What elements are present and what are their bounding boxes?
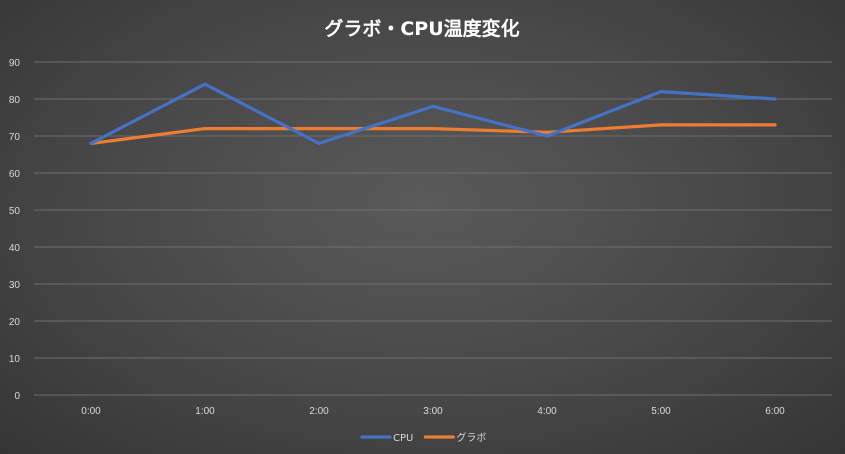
y-tick-label: 30 xyxy=(9,280,21,291)
x-tick-label: 2:00 xyxy=(309,406,329,417)
y-tick-label: 60 xyxy=(9,169,21,180)
series-line xyxy=(89,82,777,145)
y-tick-label: 90 xyxy=(9,58,21,69)
y-tick-label: 10 xyxy=(9,354,21,365)
y-tick-label: 50 xyxy=(9,206,21,217)
data-point xyxy=(317,141,321,145)
legend-label: CPU xyxy=(393,433,413,444)
data-point xyxy=(317,127,321,131)
data-point xyxy=(659,90,663,94)
x-tick-label: 5:00 xyxy=(651,406,671,417)
y-tick-label: 20 xyxy=(9,317,21,328)
data-point xyxy=(545,130,549,134)
x-tick-label: 0:00 xyxy=(81,406,101,417)
data-point xyxy=(773,97,777,101)
x-axis-ticks: 0:00 1:00 2:00 3:00 4:00 5:00 6:00 xyxy=(81,406,785,417)
data-point xyxy=(203,127,207,131)
y-tick-label: 0 xyxy=(14,391,20,402)
grid-layer xyxy=(34,61,832,396)
chart-title: グラボ・CPU温度変化 xyxy=(324,17,519,40)
data-point xyxy=(203,82,207,86)
data-point xyxy=(659,123,663,127)
y-tick-label: 70 xyxy=(9,132,21,143)
x-tick-label: 3:00 xyxy=(423,406,443,417)
x-tick-label: 6:00 xyxy=(765,406,785,417)
data-point xyxy=(545,134,549,138)
x-tick-label: 1:00 xyxy=(195,406,215,417)
y-tick-label: 80 xyxy=(9,95,21,106)
x-tick-label: 4:00 xyxy=(537,406,557,417)
data-point xyxy=(89,141,93,145)
y-tick-label: 40 xyxy=(9,243,21,254)
data-point xyxy=(431,127,435,131)
data-point xyxy=(773,123,777,127)
y-axis-ticks: 0 10 20 30 40 50 60 70 80 90 xyxy=(9,58,21,402)
series-layer xyxy=(89,82,777,145)
data-point xyxy=(431,104,435,108)
legend: CPU グラボ xyxy=(360,431,486,444)
legend-label: グラボ xyxy=(456,431,486,444)
